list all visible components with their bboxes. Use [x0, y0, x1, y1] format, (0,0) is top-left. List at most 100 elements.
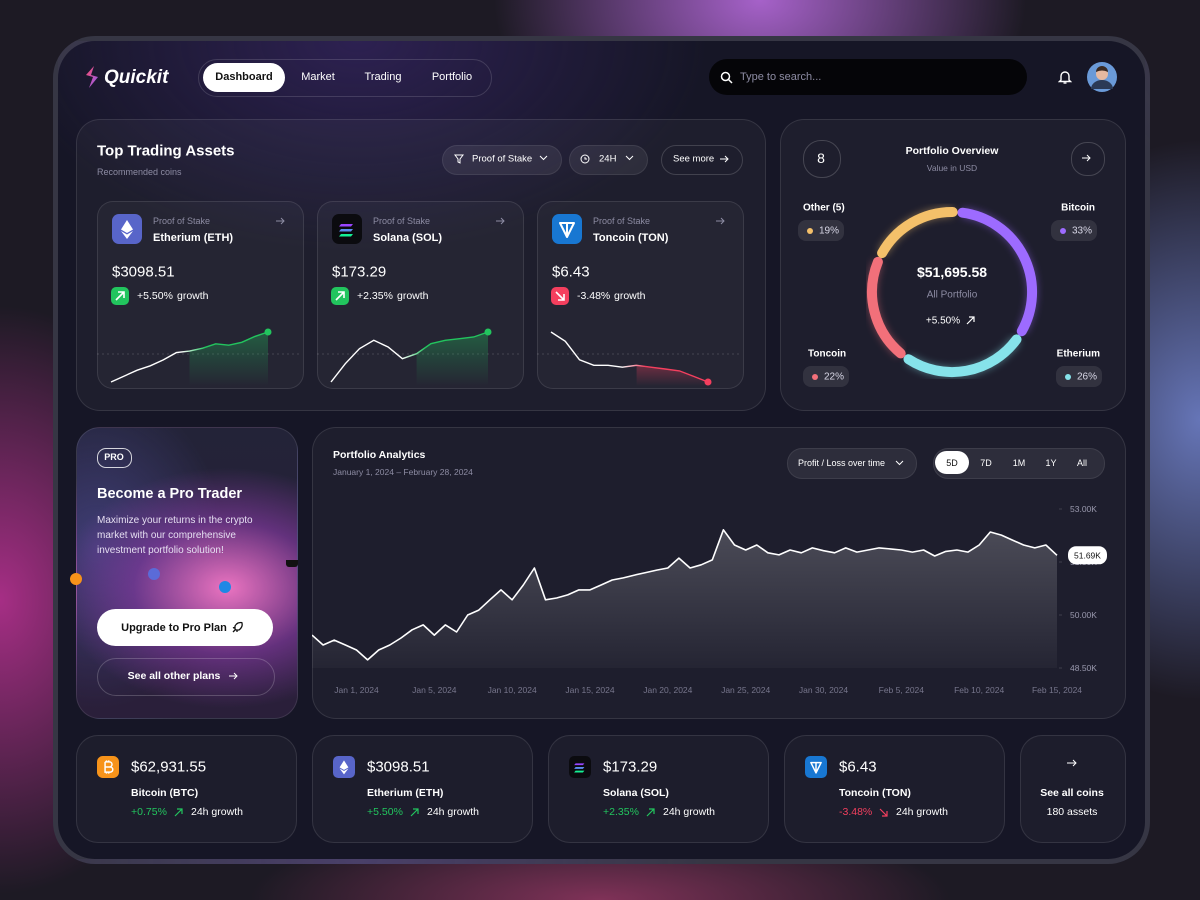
asset-card[interactable] — [317, 201, 524, 389]
asset-name: Etherium (ETH) — [153, 232, 234, 244]
logo-icon — [86, 66, 98, 88]
asset-card[interactable] — [537, 201, 744, 389]
coin-change: +2.35% — [603, 806, 639, 818]
legend-dot — [1065, 374, 1071, 380]
top-assets-panel — [76, 119, 766, 411]
x-tick-label: Jan 5, 2024 — [412, 685, 457, 695]
chevron — [539, 155, 548, 161]
nav-item[interactable]: Portfolio — [431, 71, 473, 83]
coin-card[interactable] — [76, 735, 297, 843]
glyph — [574, 763, 585, 766]
legend-pill — [798, 220, 844, 241]
legend-pill — [1056, 366, 1102, 387]
asset-card[interactable] — [97, 201, 304, 389]
coin-change: +0.75% — [131, 806, 167, 818]
arrow-icon — [496, 217, 505, 225]
coin-icon — [333, 756, 355, 778]
period-option[interactable]: All — [1076, 458, 1088, 468]
asset-category: Proof of Stake — [153, 216, 211, 226]
legend-dot — [1060, 228, 1066, 234]
nav-item[interactable]: Dashboard — [215, 71, 273, 83]
arrow — [174, 808, 183, 817]
metric-dropdown[interactable] — [787, 448, 917, 479]
arrow — [496, 217, 505, 225]
filter-dropdown[interactable] — [442, 145, 562, 175]
legend-value: 19% — [819, 225, 840, 237]
count-badge — [803, 140, 841, 178]
change-arrow — [879, 808, 888, 817]
coin-decoration — [70, 560, 298, 593]
coin-price: $62,931.55 — [131, 758, 207, 776]
growth-icon — [111, 287, 129, 305]
change-arrow — [174, 808, 183, 817]
change-arrow — [646, 808, 655, 817]
legend-label: Bitcoin — [1061, 202, 1095, 214]
x-tick-label: Jan 25, 2024 — [721, 685, 770, 695]
analytics-title: Portfolio Analytics — [333, 449, 426, 461]
coin-glyph — [97, 756, 119, 778]
x-tick-label: Jan 20, 2024 — [643, 685, 692, 695]
glyph — [104, 760, 114, 774]
coin-card[interactable] — [784, 735, 1005, 843]
nav-item[interactable]: Trading — [364, 71, 402, 83]
nav-item[interactable]: Market — [301, 71, 335, 83]
sparkline — [97, 328, 302, 386]
glyph — [574, 767, 585, 769]
end-label: 51.69K — [1074, 550, 1101, 560]
period-option[interactable]: 5D — [946, 458, 958, 468]
metric-label: Profit / Loss over time — [798, 458, 886, 468]
dashboard-frame — [53, 36, 1150, 864]
upgrade-button[interactable] — [97, 609, 273, 646]
sparkline-line — [330, 331, 489, 383]
plans-button[interactable] — [97, 658, 275, 696]
pro-badge-text: PRO — [104, 452, 124, 462]
asset-change: -3.48% — [577, 290, 611, 302]
legend-value: 33% — [1072, 225, 1093, 237]
asset-icon — [552, 214, 582, 244]
avatar[interactable] — [1086, 61, 1118, 93]
coin-card[interactable] — [312, 735, 533, 843]
search-placeholder: Type to search... — [740, 71, 822, 83]
arrow-icon — [276, 217, 285, 225]
open-button[interactable] — [1071, 142, 1105, 176]
coin-icon — [569, 756, 591, 778]
x-tick-label: Jan 30, 2024 — [799, 685, 848, 695]
coin-icon — [97, 756, 119, 778]
coin-card[interactable] — [548, 735, 769, 843]
period-option[interactable]: 1M — [1012, 458, 1026, 468]
search-icon — [720, 71, 733, 84]
growth-label: 24h growth — [663, 806, 715, 818]
filter-icon — [454, 154, 464, 164]
x-tick-label: Jan 10, 2024 — [488, 685, 537, 695]
growth-label: 24h growth — [896, 806, 948, 818]
bell-icon[interactable] — [1058, 69, 1072, 85]
upgrade-label: Upgrade to Pro Plan — [121, 622, 227, 634]
asset-category: Proof of Stake — [593, 216, 651, 226]
see-all-card[interactable] — [1020, 735, 1126, 843]
donut-segment — [957, 207, 1037, 337]
arrow-icon — [229, 672, 238, 680]
see-more-button[interactable] — [661, 145, 743, 175]
growth-icon — [331, 287, 349, 305]
glyph — [339, 234, 353, 237]
sparkline-area — [416, 332, 488, 386]
asset-price: $6.43 — [552, 263, 590, 281]
glyph — [559, 222, 575, 238]
period-option[interactable]: 7D — [980, 458, 992, 468]
nav-active — [203, 63, 285, 92]
search-box[interactable] — [709, 59, 1027, 95]
section-title: Top Trading Assets — [97, 142, 235, 160]
asset-name: Solana (SOL) — [373, 232, 443, 244]
growth-label: 24h growth — [191, 806, 243, 818]
up-arrow — [966, 316, 975, 325]
analytics-panel — [312, 427, 1126, 719]
coin-change: +5.50% — [367, 806, 403, 818]
period-dropdown[interactable] — [569, 145, 648, 175]
period-option[interactable]: 1Y — [1045, 458, 1057, 468]
sparkline-area — [636, 365, 708, 386]
legend-label: Toncoin — [808, 348, 847, 360]
legend-value: 22% — [824, 371, 845, 383]
asset-change: +5.50% — [137, 290, 173, 302]
rocket-icon — [232, 621, 243, 633]
